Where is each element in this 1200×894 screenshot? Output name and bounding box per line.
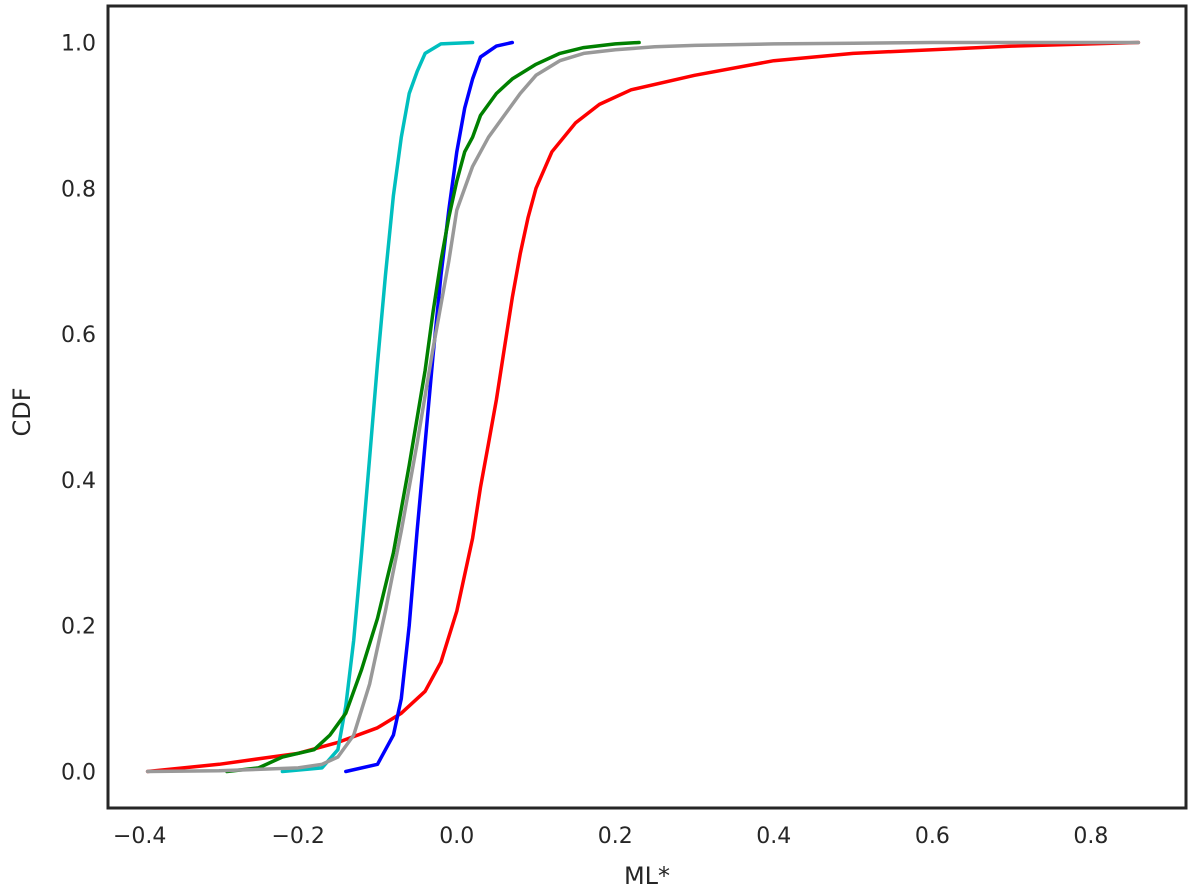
y-tick-label: 0.0 (61, 761, 96, 786)
x-tick-label: 0.8 (1073, 824, 1108, 849)
x-tick-label: 0.6 (915, 824, 950, 849)
x-axis: −0.4 −0.2 0.0 0.2 0.4 0.6 0.8 (113, 824, 1108, 849)
series-line-5 (145, 40, 1141, 774)
y-tick-label: 0.6 (61, 323, 96, 348)
series-line-2 (344, 40, 515, 774)
series-layer (145, 40, 1141, 774)
y-axis-label: CDF (8, 387, 36, 436)
x-tick-label: 0.4 (756, 824, 791, 849)
x-axis-label: ML* (624, 862, 670, 890)
x-tick-label: −0.2 (271, 824, 324, 849)
series-line-1 (145, 40, 1141, 774)
plot-frame (106, 4, 1188, 810)
y-axis: 0.0 0.2 0.4 0.6 0.8 1.0 (61, 32, 96, 786)
x-tick-label: 0.0 (439, 824, 474, 849)
series-line-4 (225, 40, 641, 774)
y-tick-label: 0.4 (61, 469, 96, 494)
series-line-3 (280, 40, 475, 774)
y-tick-label: 0.2 (61, 615, 96, 640)
y-tick-label: 0.8 (61, 177, 96, 202)
y-tick-label: 1.0 (61, 32, 96, 57)
x-tick-label: 0.2 (598, 824, 633, 849)
x-tick-label: −0.4 (113, 824, 166, 849)
